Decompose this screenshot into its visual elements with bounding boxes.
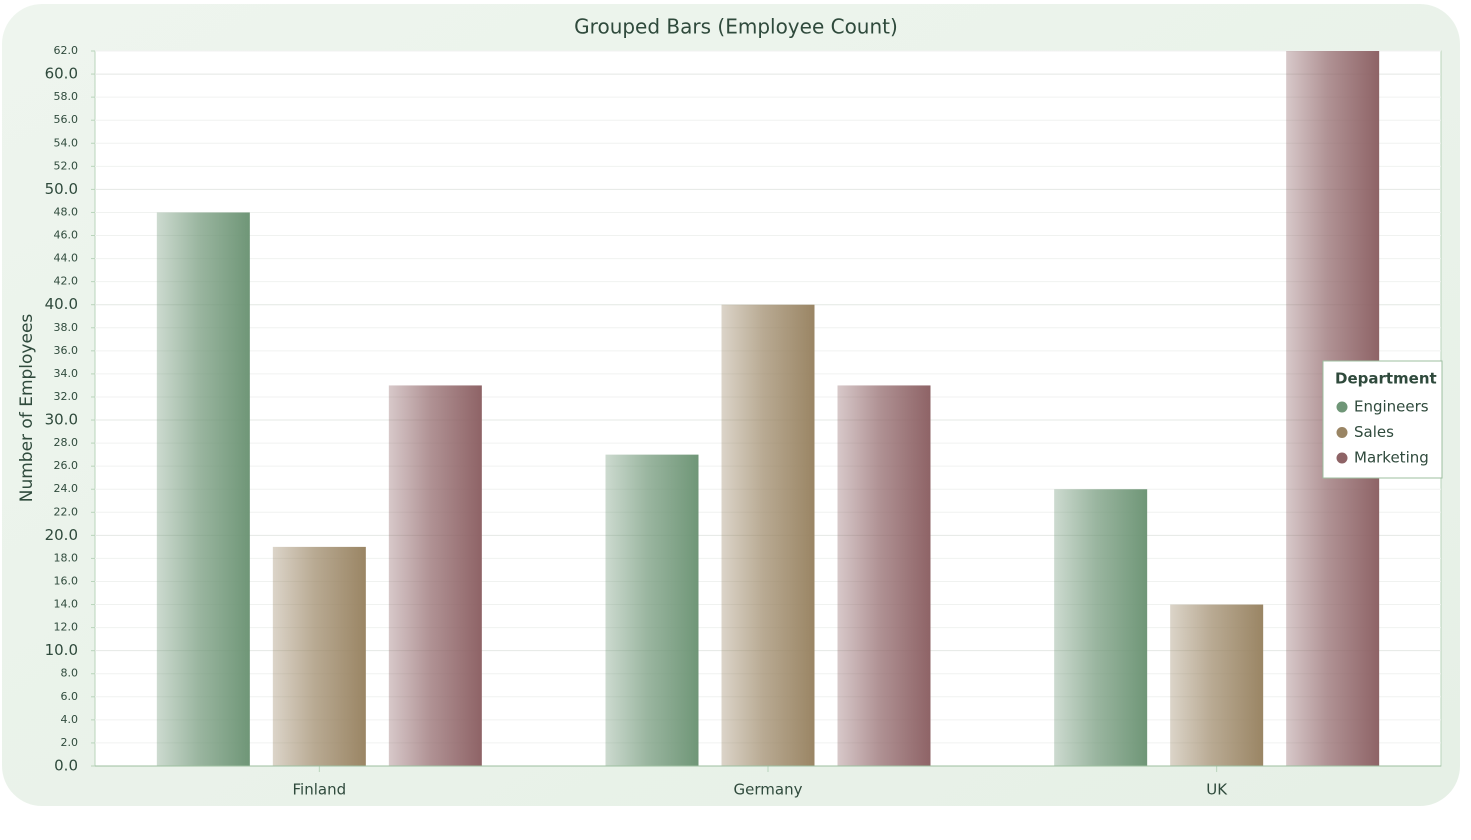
y-axis-label: Number of Employees [17, 314, 37, 503]
legend-label: Marketing [1354, 449, 1429, 467]
legend-title: Department [1335, 370, 1437, 388]
y-tick-label: 24.0 [54, 482, 79, 495]
y-tick-label: 30.0 [45, 411, 78, 429]
bar [388, 385, 482, 766]
y-tick-label: 50.0 [45, 180, 78, 198]
y-tick-label: 2.0 [61, 736, 79, 749]
y-tick-label: 16.0 [54, 574, 79, 587]
y-tick-label: 40.0 [45, 295, 78, 313]
y-tick-label: 20.0 [45, 526, 78, 544]
y-tick-label: 22.0 [54, 505, 79, 518]
bar [837, 385, 931, 766]
legend-label: Sales [1354, 423, 1394, 441]
y-tick-label: 46.0 [54, 229, 79, 242]
chart-title: Grouped Bars (Employee Count) [574, 15, 898, 39]
y-tick-label: 32.0 [54, 390, 79, 403]
bar [721, 304, 815, 766]
y-tick-label: 18.0 [54, 551, 79, 564]
legend-marker [1336, 452, 1348, 464]
legend-marker [1336, 427, 1348, 438]
x-tick-label: UK [1206, 781, 1228, 799]
y-tick-label: 60.0 [45, 65, 78, 83]
y-tick-label: 14.0 [54, 598, 79, 611]
y-tick-label: 26.0 [54, 459, 79, 472]
y-tick-label: 0.0 [54, 757, 78, 775]
y-tick-label: 62.0 [54, 44, 79, 57]
legend: Department Engineers Sales Marketing [1322, 360, 1443, 479]
y-tick-label: 54.0 [54, 136, 79, 149]
x-tick-label: Germany [734, 781, 803, 799]
y-tick-label: 6.0 [61, 690, 79, 703]
x-tick-label: Finland [293, 781, 347, 799]
bar [156, 212, 250, 767]
y-tick-label: 12.0 [54, 621, 79, 634]
y-tick-label: 4.0 [61, 713, 79, 726]
y-tick-label: 38.0 [54, 321, 79, 334]
y-tick-label: 42.0 [54, 275, 79, 288]
bar [1054, 489, 1148, 766]
y-tick-label: 48.0 [54, 205, 79, 218]
y-tick-label: 28.0 [54, 436, 79, 449]
legend-marker [1336, 401, 1348, 413]
bar [1170, 604, 1264, 766]
bar [272, 546, 366, 766]
y-tick-label: 36.0 [54, 344, 79, 357]
y-tick-label: 52.0 [54, 159, 79, 172]
y-tick-label: 56.0 [54, 113, 79, 126]
y-tick-label: 44.0 [54, 252, 79, 265]
y-tick-label: 10.0 [45, 641, 78, 659]
bar [605, 454, 699, 766]
bars [95, 51, 1441, 767]
y-tick-label: 8.0 [61, 667, 79, 680]
y-tick-label: 34.0 [54, 367, 79, 380]
y-tick-label: 58.0 [54, 90, 79, 103]
legend-label: Engineers [1354, 398, 1429, 416]
